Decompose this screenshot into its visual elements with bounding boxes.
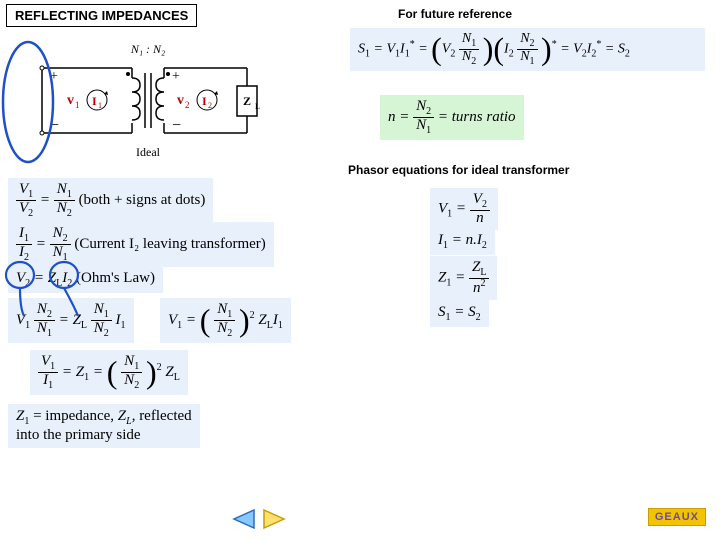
turns-ratio-label: = turns ratio [438,109,516,125]
svg-text:+: + [172,69,180,84]
nav-arrows [230,508,288,530]
svg-text:−: − [172,117,181,134]
svg-text:2: 2 [185,100,190,110]
title-phasor: Phasor equations for ideal transformer [340,160,577,180]
svg-text:1: 1 [75,100,80,110]
eq-ohms-law: V2 = ZLI2 (Ohm's Law) [8,266,163,293]
z1-text-line2: into the primary side [16,427,192,444]
eq-phasor-z1: Z1 = ZLn2 [430,256,497,300]
svg-text:I: I [202,94,207,108]
svg-text:v: v [67,93,74,108]
svg-text:L: L [255,102,260,111]
eq-turns-ratio: n = N2N1 = turns ratio [380,95,524,140]
svg-text:I: I [92,94,97,108]
eq-phasor-i1: I1 = n.I2 [430,228,495,255]
svg-text:+: + [50,69,58,84]
title-future: For future reference [390,4,520,24]
note-dots: (both + signs at dots) [79,192,206,208]
eq-v1-zl: V1 = ( N1N2 )2 ZLI1 [160,298,291,343]
eq-phasor-s: S1 = S2 [430,300,489,327]
eq-z1-text: Z1 = impedance, ZL, reflected into the p… [8,404,200,448]
svg-text:v: v [177,93,184,108]
title-reflecting: REFLECTING IMPEDANCES [6,4,197,27]
svg-text:−: − [50,117,59,134]
eq-v-ratio: V1V2 = N1N2 (both + signs at dots) [8,178,213,223]
geaux-button[interactable]: GEAUX [648,508,706,526]
circuit-diagram: Z L + − + − v 1 v 2 I 1 I 2 N₁ : N₂ Idea… [12,38,292,168]
svg-text:Ideal: Ideal [136,145,161,159]
eq-v1-derive: V1 N2N1 = ZL N1N2 I1 [8,298,134,343]
svg-text:Z: Z [243,94,251,108]
next-arrow-icon[interactable] [262,508,288,530]
note-ohm: (Ohm's Law) [76,270,155,286]
svg-text:1: 1 [98,101,102,110]
note-current: (Current I₂ leaving transformer) [74,236,265,252]
eq-i-ratio: I1I2 = N2N1 (Current I₂ leaving transfor… [8,222,274,267]
prev-arrow-icon[interactable] [230,508,256,530]
eq-z1: V1I1 = Z1 = ( N1N2 )2 ZL [30,350,188,395]
eq-complex-power: S1 = V1I1* = (V2 N1N2 )(I2 N2N1 )* = V2I… [350,28,705,71]
eq-phasor-v1: V1 = V2n [430,188,498,230]
svg-text:N₁ : N₂: N₁ : N₂ [130,42,165,56]
svg-text:2: 2 [208,101,212,110]
